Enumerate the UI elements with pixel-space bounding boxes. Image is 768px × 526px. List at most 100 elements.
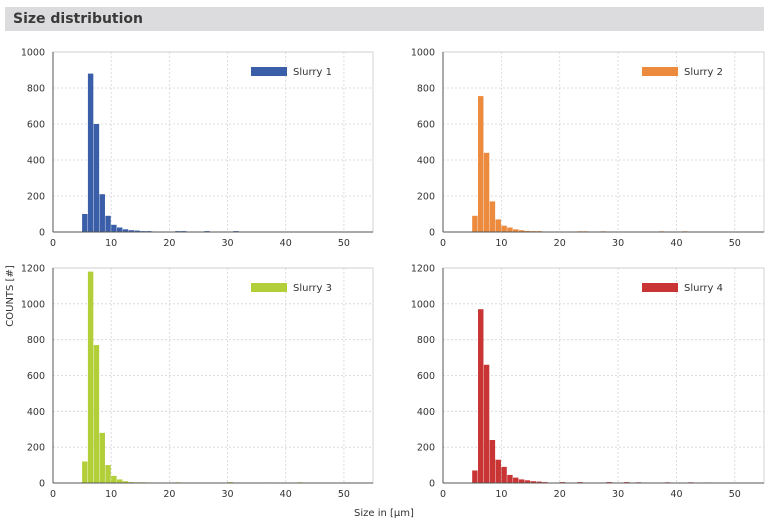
x-tick-label: 40 xyxy=(280,238,292,249)
y-tick-label: 600 xyxy=(417,371,435,382)
bar xyxy=(478,309,484,483)
bar xyxy=(513,477,519,483)
x-tick-label: 10 xyxy=(105,489,117,500)
bar xyxy=(472,470,478,483)
bar xyxy=(524,230,531,232)
bar xyxy=(93,345,100,483)
bar xyxy=(483,152,490,232)
y-tick-label: 200 xyxy=(27,443,45,454)
x-tick-label: 40 xyxy=(280,489,292,500)
bar xyxy=(489,201,496,232)
bar xyxy=(507,474,513,483)
legend-swatch xyxy=(251,67,287,76)
y-tick-label: 1000 xyxy=(21,299,45,310)
bar xyxy=(117,227,123,232)
bar xyxy=(82,461,88,483)
y-tick-label: 200 xyxy=(27,192,45,203)
y-tick-label: 1000 xyxy=(411,48,435,59)
x-tick-label: 30 xyxy=(612,489,624,500)
y-tick-label: 0 xyxy=(429,228,435,239)
bar xyxy=(87,73,94,232)
chart-panel-2: 0 200 400 600 800 1000 0 10 20 30 40 50 Slurry 2 xyxy=(411,48,765,249)
legend-label: Slurry 2 xyxy=(684,67,723,78)
x-tick-label: 20 xyxy=(163,238,175,249)
bar xyxy=(111,224,117,232)
legend-swatch xyxy=(251,283,287,292)
y-tick-label: 800 xyxy=(27,84,45,95)
y-tick-label: 600 xyxy=(417,120,435,131)
bar xyxy=(483,364,490,483)
y-tick-label: 1000 xyxy=(411,299,435,310)
x-tick-label: 0 xyxy=(50,238,56,249)
chart-panel-1: 0 200 400 600 800 1000 0 10 20 30 40 50 Slurry 1 xyxy=(21,48,374,249)
legend-label: Slurry 4 xyxy=(684,283,723,294)
y-tick-label: 200 xyxy=(417,192,435,203)
y-tick-label: 0 xyxy=(39,479,45,490)
x-tick-label: 0 xyxy=(50,489,56,500)
legend-swatch xyxy=(642,67,678,76)
bar xyxy=(478,96,484,232)
legend-swatch xyxy=(642,283,678,292)
y-tick-label: 400 xyxy=(417,156,435,167)
bar xyxy=(128,230,135,232)
bar xyxy=(93,124,100,232)
bar xyxy=(507,227,513,232)
bar xyxy=(501,466,507,483)
y-tick-label: 800 xyxy=(417,84,435,95)
header-bar: Size distribution xyxy=(5,7,764,31)
bar xyxy=(513,229,519,232)
x-tick-label: 20 xyxy=(554,238,566,249)
bar xyxy=(495,219,501,232)
bar xyxy=(99,432,105,483)
x-tick-label: 30 xyxy=(221,489,233,500)
x-tick-label: 0 xyxy=(440,238,446,249)
page-title: Size distribution xyxy=(13,11,144,27)
y-tick-label: 400 xyxy=(27,156,45,167)
bar xyxy=(122,229,129,232)
x-tick-label: 50 xyxy=(338,238,350,249)
bar xyxy=(501,225,507,232)
bar xyxy=(82,214,88,232)
x-tick-label: 40 xyxy=(670,489,682,500)
bar xyxy=(536,481,542,483)
y-tick-label: 0 xyxy=(429,479,435,490)
bar xyxy=(518,479,525,483)
y-tick-label: 400 xyxy=(27,407,45,418)
x-tick-label: 20 xyxy=(554,489,566,500)
chart-panel-3: 0 200 400 600 800 1000 1200 0 10 20 30 40 50 Slurry 3 xyxy=(21,264,374,500)
y-tick-label: 600 xyxy=(27,371,45,382)
y-tick-label: 400 xyxy=(417,407,435,418)
y-tick-label: 600 xyxy=(27,120,45,131)
x-tick-label: 50 xyxy=(729,238,741,249)
y-tick-label: 1200 xyxy=(21,264,45,275)
y-tick-label: 800 xyxy=(417,335,435,346)
x-tick-label: 30 xyxy=(612,238,624,249)
y-tick-label: 800 xyxy=(27,335,45,346)
x-tick-label: 40 xyxy=(670,238,682,249)
bar xyxy=(524,480,531,483)
x-tick-label: 10 xyxy=(105,238,117,249)
bar xyxy=(99,194,105,232)
y-tick-label: 1000 xyxy=(21,48,45,59)
bar xyxy=(117,479,123,483)
x-tick-label: 30 xyxy=(221,238,233,249)
y-tick-label: 0 xyxy=(39,228,45,239)
bar xyxy=(105,215,111,232)
bar xyxy=(111,475,117,483)
bar xyxy=(134,230,140,232)
chart-panel-4: 0 200 400 600 800 1000 1200 0 10 20 30 40 50 Slurry 4 xyxy=(411,264,765,500)
y-tick-label: 1200 xyxy=(411,264,435,275)
x-tick-label: 50 xyxy=(729,489,741,500)
y-axis-label: COUNTS [#] xyxy=(5,265,16,327)
legend-label: Slurry 3 xyxy=(293,283,332,294)
bar xyxy=(518,230,525,232)
bar xyxy=(472,215,478,232)
legend-label: Slurry 1 xyxy=(293,67,332,78)
x-tick-label: 20 xyxy=(163,489,175,500)
x-tick-label: 10 xyxy=(495,489,507,500)
bar xyxy=(122,481,129,483)
x-tick-label: 50 xyxy=(338,489,350,500)
x-tick-label: 0 xyxy=(440,489,446,500)
bar xyxy=(495,459,501,483)
